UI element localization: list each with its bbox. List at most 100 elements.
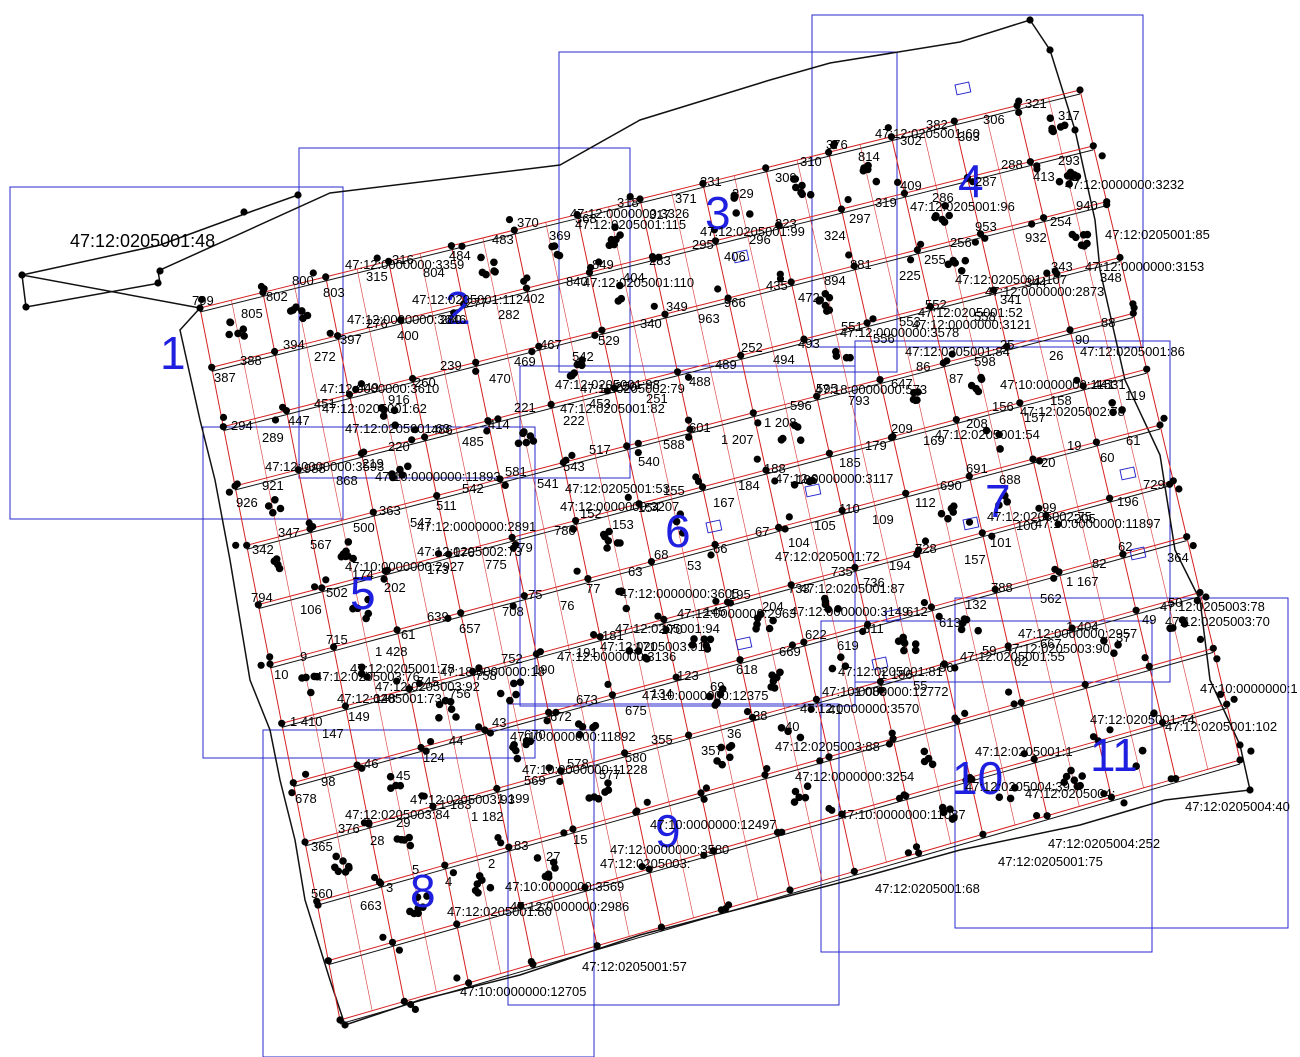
survey-point bbox=[803, 782, 812, 790]
point-number-label: 708 bbox=[502, 604, 524, 619]
survey-point bbox=[743, 708, 752, 716]
survey-point bbox=[1100, 790, 1108, 798]
survey-point bbox=[672, 673, 680, 681]
survey-point bbox=[937, 509, 946, 518]
cadastral-number-label: 47:12:0205001:82 bbox=[560, 401, 665, 416]
survey-point bbox=[1035, 504, 1043, 512]
survey-point bbox=[1030, 755, 1038, 763]
point-number-label: 1 182 bbox=[471, 809, 504, 824]
point-number-label: 194 bbox=[889, 558, 911, 573]
survey-point bbox=[717, 906, 726, 914]
street-line bbox=[316, 651, 1214, 906]
point-number-label: 1 083 bbox=[854, 684, 887, 699]
survey-point bbox=[389, 473, 397, 482]
cadastral-number-label: 47:12:0205003:93 bbox=[410, 792, 515, 807]
survey-point bbox=[1120, 799, 1128, 807]
survey-point bbox=[324, 957, 332, 965]
survey-point bbox=[330, 643, 338, 651]
point-number-label: 580 bbox=[625, 750, 647, 765]
point-number-label: 441 bbox=[1093, 377, 1115, 392]
cadastral-number-label: 47:10:0000000:2927 bbox=[345, 559, 465, 574]
point-number-label: 40 bbox=[785, 719, 800, 734]
survey-point bbox=[553, 250, 562, 259]
survey-point bbox=[931, 213, 939, 222]
survey-point bbox=[578, 723, 587, 731]
survey-point bbox=[433, 492, 441, 500]
survey-point bbox=[1066, 326, 1074, 334]
cadastral-number-label: 47:10:0000000:12497 bbox=[650, 817, 777, 832]
survey-point bbox=[765, 624, 774, 633]
survey-point bbox=[509, 743, 517, 751]
survey-point bbox=[1015, 97, 1023, 105]
point-number-label: 88 bbox=[1101, 315, 1116, 330]
survey-point bbox=[1119, 550, 1127, 558]
point-number-label: 567 bbox=[310, 537, 332, 552]
survey-point bbox=[568, 451, 576, 459]
point-number-label: 171 bbox=[635, 639, 657, 654]
point-number-label: 303 bbox=[958, 129, 980, 144]
survey-point bbox=[816, 757, 824, 765]
point-number-label: 376 bbox=[826, 137, 848, 152]
survey-point bbox=[1196, 635, 1205, 644]
survey-point bbox=[404, 462, 412, 471]
survey-point bbox=[1070, 776, 1079, 784]
survey-point bbox=[396, 781, 405, 790]
sheet-number-8: 8 bbox=[410, 865, 436, 917]
survey-point bbox=[1065, 180, 1073, 188]
survey-point bbox=[1193, 597, 1201, 605]
parcel-subdivision bbox=[1048, 97, 1209, 770]
point-number-label: 932 bbox=[1025, 230, 1047, 245]
survey-point bbox=[486, 729, 494, 737]
point-number-label: 119 bbox=[1125, 388, 1146, 403]
cadastral-number-label: 47:12:0205001:112 bbox=[412, 292, 524, 307]
survey-point bbox=[841, 662, 850, 670]
survey-point bbox=[888, 729, 896, 737]
street-line bbox=[293, 540, 1187, 788]
cadastral-number-label: 47:12:0205001:102 bbox=[1165, 719, 1278, 734]
cadastral-number-label: 47:12:0205001:96 bbox=[910, 199, 1015, 214]
survey-point bbox=[775, 222, 783, 230]
survey-point bbox=[581, 883, 589, 892]
point-number-label: 148 bbox=[374, 691, 396, 706]
survey-point bbox=[926, 302, 935, 311]
survey-point bbox=[225, 488, 233, 496]
point-number-label: 255 bbox=[924, 252, 946, 267]
survey-point bbox=[533, 854, 542, 862]
survey-point bbox=[395, 946, 403, 954]
cadastral-number-label: 47:12:0205001:107 bbox=[955, 272, 1068, 287]
survey-point bbox=[1150, 710, 1158, 718]
point-number-label: 780 bbox=[554, 523, 576, 538]
survey-point bbox=[596, 633, 604, 641]
survey-point bbox=[834, 605, 842, 613]
survey-point bbox=[520, 428, 528, 436]
sheet-frame bbox=[811, 14, 1144, 348]
survey-point bbox=[649, 255, 657, 263]
survey-point bbox=[1050, 574, 1058, 582]
survey-point bbox=[762, 466, 770, 474]
cadastral-number-label: 47:18:0000000:18 bbox=[440, 664, 545, 679]
survey-point bbox=[1076, 86, 1084, 94]
survey-point bbox=[945, 211, 953, 220]
survey-point bbox=[1068, 624, 1076, 632]
point-number-label: 297 bbox=[849, 211, 871, 226]
survey-point bbox=[1132, 762, 1140, 770]
survey-point bbox=[549, 858, 558, 867]
survey-point bbox=[219, 413, 228, 421]
cadastral-number-label: 47:12:0205003:70 bbox=[1165, 614, 1270, 629]
survey-point bbox=[529, 437, 538, 445]
point-number-label: 341 bbox=[1000, 292, 1022, 307]
point-number-label: 453 bbox=[589, 396, 611, 411]
point-number-label: 542 bbox=[572, 349, 594, 364]
survey-point bbox=[752, 625, 760, 633]
survey-point bbox=[965, 472, 973, 480]
survey-point bbox=[996, 445, 1004, 453]
cadastral-number-label: 47:12:0205001:55 bbox=[960, 649, 1065, 664]
survey-point bbox=[239, 325, 248, 334]
survey-point bbox=[386, 772, 395, 781]
survey-point bbox=[390, 406, 399, 415]
survey-point bbox=[314, 901, 322, 909]
survey-point bbox=[1033, 162, 1041, 170]
point-number-label: 288 bbox=[1001, 157, 1023, 172]
survey-point bbox=[718, 760, 726, 769]
point-number-label: 149 bbox=[348, 709, 370, 724]
